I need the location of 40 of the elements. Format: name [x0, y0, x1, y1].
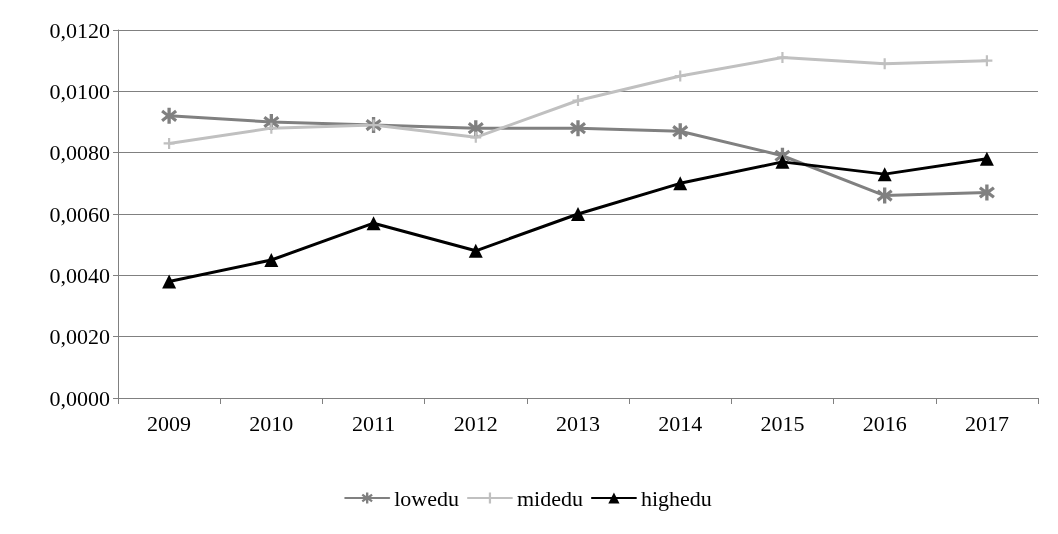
point: [570, 120, 586, 137]
point: [876, 187, 893, 204]
point: [264, 253, 279, 267]
y-tick-label: 0,0120: [49, 17, 110, 43]
y-tick-label: 0,0040: [49, 262, 110, 288]
point: [366, 216, 381, 231]
point: [672, 123, 689, 140]
x-tick-label: 2015: [760, 410, 805, 436]
y-tick-label: 0,0080: [49, 140, 110, 166]
x-tick-label: 2017: [964, 410, 1009, 436]
point: [979, 151, 994, 166]
x-tick-label: 2016: [862, 410, 907, 436]
point: [674, 70, 686, 82]
point: [981, 55, 993, 67]
point: [776, 52, 788, 64]
point: [161, 107, 178, 124]
point: [572, 95, 584, 107]
legend-label: lowedu: [394, 485, 459, 511]
point: [163, 137, 175, 149]
x-tick-label: 2011: [351, 410, 396, 436]
x-tick-label: 2009: [147, 410, 192, 436]
point: [470, 131, 482, 143]
y-tick-label: 0,0000: [49, 385, 110, 411]
y-tick-label: 0,0060: [49, 201, 110, 227]
point: [978, 184, 995, 201]
point: [775, 154, 790, 169]
legend-label: midedu: [516, 485, 583, 511]
y-tick-label: 0,0020: [49, 324, 110, 350]
y-tick-label: 0,0100: [49, 78, 110, 104]
point: [468, 243, 483, 258]
x-tick-label: 2014: [658, 410, 703, 436]
legend-label: highedu: [640, 485, 712, 511]
point: [162, 274, 177, 289]
point: [877, 167, 892, 182]
point: [467, 120, 484, 137]
point: [571, 207, 585, 221]
x-tick-label: 2013: [556, 410, 600, 436]
x-tick-label: 2012: [453, 410, 498, 436]
x-tick-label: 2010: [249, 410, 294, 436]
point: [673, 176, 688, 191]
